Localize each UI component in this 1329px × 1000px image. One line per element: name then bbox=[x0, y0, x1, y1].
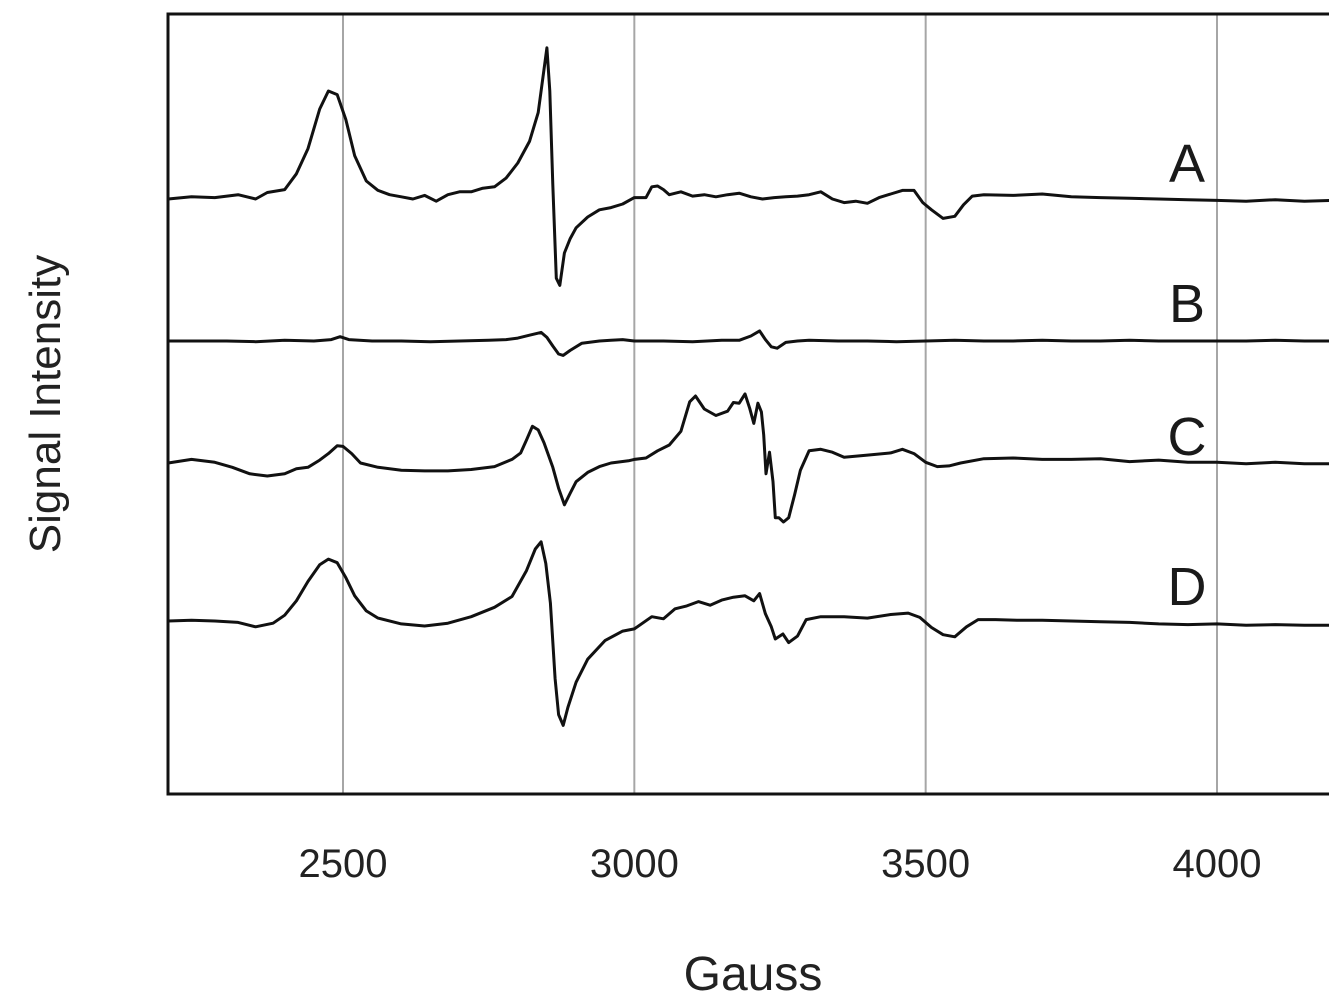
series-b-trace bbox=[166, 329, 1329, 357]
traces bbox=[166, 46, 1329, 727]
series-labels: A B C D bbox=[1168, 134, 1207, 617]
x-tick-label-3500: 3500 bbox=[881, 842, 970, 886]
x-tick-labels: 2500 3000 3500 4000 bbox=[299, 842, 1262, 886]
series-d-trace bbox=[166, 540, 1329, 727]
x-tick-label-2500: 2500 bbox=[299, 842, 388, 886]
series-c-label: C bbox=[1168, 407, 1207, 467]
y-axis-title: Signal Intensity bbox=[21, 255, 70, 553]
series-a-trace bbox=[166, 46, 1329, 287]
grid bbox=[342, 14, 1218, 794]
x-tick-label-4000: 4000 bbox=[1173, 842, 1262, 886]
plot-frame bbox=[166, 12, 1329, 796]
x-axis-title: Gauss bbox=[684, 948, 823, 1000]
series-c-trace bbox=[166, 392, 1329, 524]
x-tick-label-3000: 3000 bbox=[590, 842, 679, 886]
series-a-label: A bbox=[1169, 134, 1205, 194]
series-b-label: B bbox=[1169, 274, 1205, 334]
series-d-label: D bbox=[1168, 557, 1207, 617]
